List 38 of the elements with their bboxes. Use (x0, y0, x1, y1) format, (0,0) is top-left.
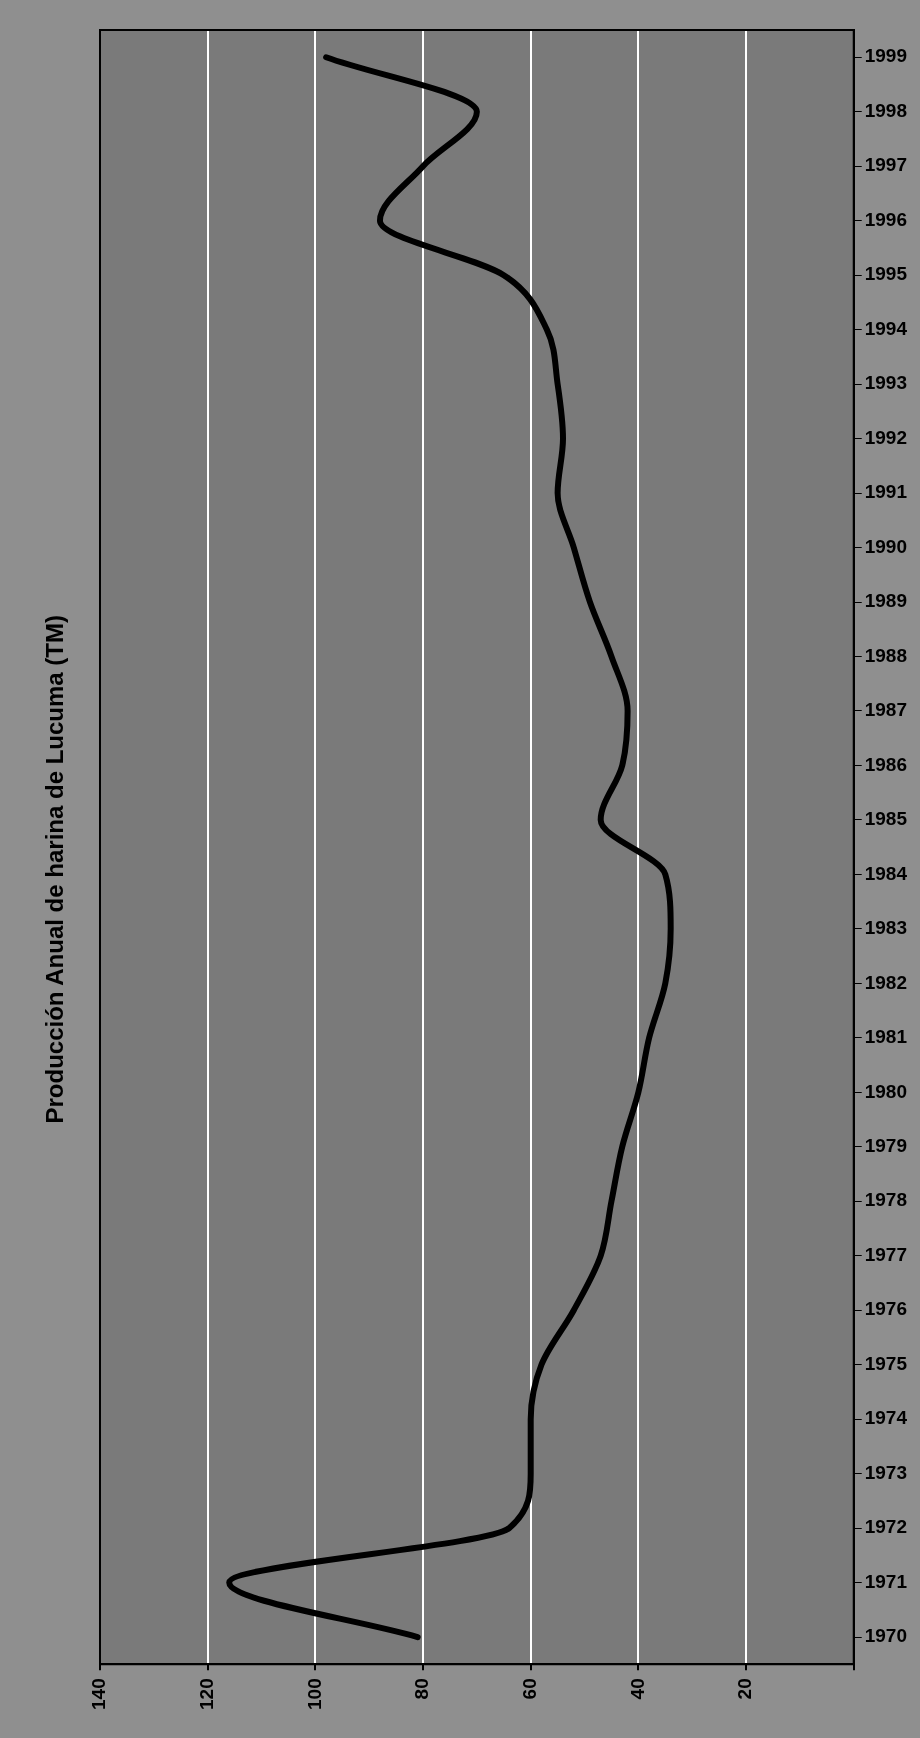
text: Producción Anual de harina de Lucuma (TM) (41, 614, 69, 1124)
y-tick-label: 1979 (864, 1135, 908, 1157)
x-tick-label: 40 (626, 1678, 648, 1700)
y-tick-label: 1974 (864, 1407, 908, 1429)
y-tick-label: 1972 (864, 1516, 908, 1538)
y-tick-label: 1997 (864, 154, 908, 176)
y-tick-label: 1984 (864, 862, 908, 884)
y-tick-label: 1995 (864, 263, 908, 285)
y-tick-label: 1978 (864, 1189, 908, 1211)
y-tick-label: 1970 (864, 1625, 908, 1647)
y-tick-label: 1985 (864, 808, 908, 830)
x-tick-label: 140 (88, 1678, 110, 1710)
y-tick-label: 1993 (864, 372, 908, 394)
x-tick-label: 100 (303, 1678, 325, 1710)
y-tick-label: 1994 (864, 317, 908, 339)
y-tick-label: 1983 (864, 917, 908, 939)
y-tick-label: 1987 (864, 699, 908, 721)
y-tick-label: 1996 (864, 208, 908, 230)
y-tick-label: 1998 (864, 99, 908, 121)
y-tick-label: 1991 (864, 481, 908, 503)
x-tick-label: 80 (411, 1678, 433, 1700)
y-tick-label: 1982 (864, 971, 908, 993)
y-tick-label: 1977 (864, 1243, 908, 1265)
y-tick-label: 1975 (864, 1352, 908, 1374)
y-tick-label: 1999 (864, 45, 908, 67)
y-tick-label: 1992 (864, 426, 908, 448)
y-tick-label: 1989 (864, 590, 908, 612)
y-tick-label: 1976 (864, 1298, 908, 1320)
x-tick-label: 20 (734, 1678, 756, 1700)
y-tick-label: 1973 (864, 1461, 908, 1483)
y-tick-label: 1986 (864, 753, 908, 775)
x-tick-label: 120 (195, 1678, 217, 1710)
y-tick-label: 1980 (864, 1080, 908, 1102)
x-tick-label: 60 (518, 1678, 540, 1700)
y-tick-label: 1971 (864, 1570, 908, 1592)
y-tick-label: 1981 (864, 1026, 908, 1048)
y-tick-label: 1988 (864, 644, 908, 666)
y-tick-label: 1990 (864, 535, 908, 557)
